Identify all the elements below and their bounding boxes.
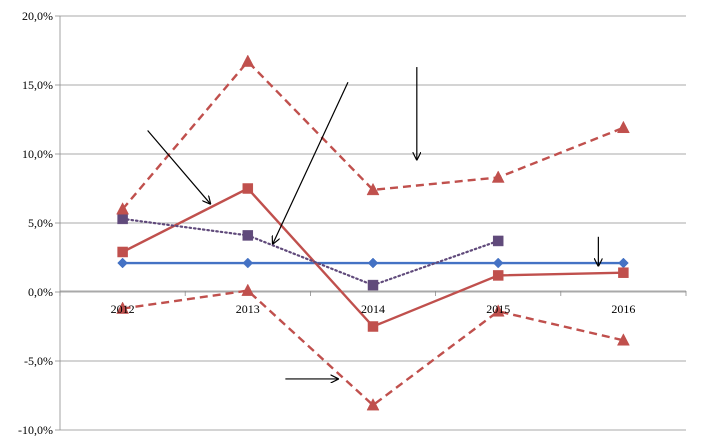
point-red-solid-2014 bbox=[367, 321, 379, 332]
x-tick-label-2015: 2015 bbox=[486, 302, 510, 316]
point-red-solid-2016 bbox=[618, 267, 629, 278]
point-purple-dotted-2012 bbox=[117, 213, 128, 225]
x-tick-label-2016: 2016 bbox=[611, 302, 635, 316]
y-tick-label-2: 0,0% bbox=[28, 285, 53, 299]
point-red-dashed-lower-2012 bbox=[116, 301, 130, 314]
point-red-dashed-upper-2013 bbox=[241, 54, 255, 67]
point-red-solid-2012 bbox=[117, 246, 128, 258]
point-blue-line-2015 bbox=[492, 257, 504, 269]
point-red-dashed-lower-2015 bbox=[491, 304, 505, 317]
point-red-solid-2013 bbox=[242, 183, 254, 194]
y-tick-label-1: -5,0% bbox=[24, 354, 53, 368]
gridlines bbox=[60, 15, 686, 431]
annotation-arrow-2 bbox=[273, 81, 349, 243]
tick-labels: -10,0% -5,0% 0,0% 5,0% 10,0% 15,0% 20,0% 2012 20… bbox=[18, 9, 635, 437]
x-tick-label-2013: 2013 bbox=[236, 302, 260, 316]
x-tick-label-2012: 2012 bbox=[111, 302, 135, 316]
y-tick-label-5: 15,0% bbox=[22, 78, 53, 92]
y-tick-label-6: 20,0% bbox=[22, 9, 53, 23]
annotation-arrow-1 bbox=[147, 130, 211, 204]
point-red-dashed-upper-2014 bbox=[366, 182, 380, 196]
point-red-solid-2015 bbox=[492, 270, 504, 281]
point-blue-line-2014 bbox=[367, 257, 379, 269]
series-line-red-dashed-lower bbox=[122, 289, 624, 407]
point-blue-line-2013 bbox=[242, 257, 254, 269]
y-tick-label-0: -10,0% bbox=[18, 423, 53, 437]
y-tick-label-4: 10,0% bbox=[22, 147, 53, 161]
point-blue-line-2016 bbox=[618, 257, 629, 269]
point-purple-dotted-2015 bbox=[492, 235, 504, 247]
point-red-dashed-lower-2016 bbox=[616, 333, 630, 346]
markers bbox=[116, 54, 630, 411]
point-red-dashed-lower-2013 bbox=[241, 283, 255, 296]
x-tick-label-2014: 2014 bbox=[361, 302, 385, 316]
point-red-dashed-upper-2016 bbox=[616, 120, 630, 134]
annotations bbox=[147, 67, 599, 379]
series bbox=[121, 59, 624, 407]
y-tick-label-3: 5,0% bbox=[28, 216, 53, 230]
point-red-dashed-lower-2014 bbox=[366, 398, 380, 411]
point-purple-dotted-2013 bbox=[242, 230, 254, 241]
point-red-dashed-upper-2015 bbox=[491, 170, 505, 183]
point-purple-dotted-2014 bbox=[367, 279, 379, 291]
point-red-dashed-upper-2012 bbox=[116, 202, 130, 215]
point-blue-line-2012 bbox=[117, 257, 128, 269]
axes bbox=[55, 15, 687, 431]
series-line-purple-dotted bbox=[121, 217, 500, 287]
